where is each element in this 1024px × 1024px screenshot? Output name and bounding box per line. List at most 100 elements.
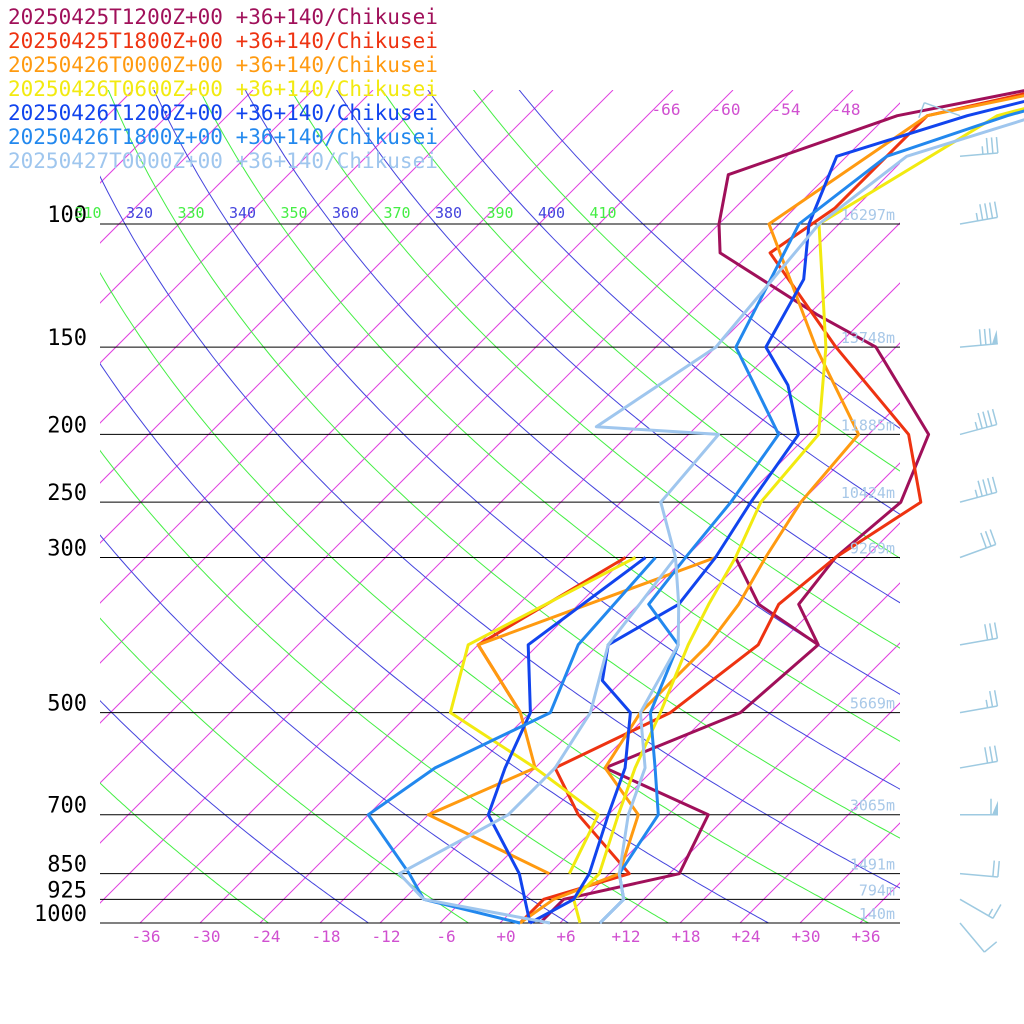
wind-barb-staff — [959, 423, 997, 436]
pressure-tick-label: 925 — [47, 878, 87, 903]
theta-line — [153, 90, 900, 790]
wind-barb — [959, 136, 999, 158]
pressure-tick-label: 1000 — [34, 902, 87, 927]
wind-barb-full — [984, 747, 989, 764]
wind-barb-full — [991, 408, 998, 425]
isotherm-line — [439, 462, 900, 923]
theta-line — [100, 175, 900, 889]
wind-barb-staff — [959, 760, 998, 769]
wind-barb-full — [983, 328, 987, 345]
isotherm-line — [100, 102, 900, 904]
temperature-line — [518, 92, 1024, 925]
isotherm-line — [139, 162, 900, 923]
temperature-tick-label: -24 — [252, 927, 281, 946]
theta-label: 320 — [126, 204, 153, 222]
temperature-line — [572, 107, 1024, 924]
wind-barb-staff — [924, 102, 961, 117]
height-label: 13748m — [841, 329, 895, 347]
isotherm-line — [100, 90, 554, 544]
temperature-line — [519, 94, 1024, 925]
isotherm-line — [100, 90, 794, 784]
wind-barb-full — [993, 745, 999, 762]
pressure-tick-label: 300 — [47, 537, 87, 562]
theta-label: 370 — [383, 204, 410, 222]
isotherm-label: -48 — [832, 100, 861, 119]
temperature-tick-label: +12 — [612, 927, 641, 946]
isotherm-line — [100, 90, 494, 484]
temperature-line — [598, 109, 1024, 925]
isotherm-line — [100, 90, 734, 724]
theta-line — [100, 534, 569, 923]
isotherm-lines — [100, 90, 900, 923]
height-labels: 16297m 13748m 11885m 10424m 9269m 5669m 3065m 1… — [841, 206, 895, 923]
isotherm-label: -60 — [712, 100, 741, 119]
isotherm-line — [100, 90, 854, 844]
isotherm-line — [379, 402, 900, 923]
wind-barb — [960, 798, 998, 816]
wind-barb-full — [997, 860, 1000, 878]
isotherm-line — [100, 90, 374, 364]
legend-entry: 20250426T1200Z+00 +36+140/Chikusei — [8, 101, 438, 125]
wind-barb-full — [918, 102, 925, 119]
wind-barb-full — [995, 136, 999, 154]
temperature-tick-label: -30 — [192, 927, 221, 946]
isotherm-label: -54 — [772, 100, 801, 119]
dewpoint-line — [426, 556, 717, 876]
wind-barb-half — [974, 421, 979, 430]
temperature-tick-label: +36 — [852, 927, 881, 946]
pressure-tick-label: 150 — [47, 326, 87, 351]
wind-barb-staff — [959, 216, 998, 225]
wind-barb — [959, 745, 999, 769]
height-label: 140m — [859, 905, 895, 923]
wind-barb-full — [987, 477, 993, 494]
theta-label: 410 — [589, 204, 616, 222]
wind-barb-full — [988, 623, 994, 640]
wind-barb-half — [987, 908, 994, 917]
wind-barb-half — [981, 146, 984, 155]
pressure-tick-label: 200 — [47, 413, 87, 438]
wind-barb-full — [979, 204, 984, 221]
theta-line — [381, 90, 900, 559]
height-label: 9269m — [850, 540, 895, 558]
wind-barb-full — [992, 904, 1002, 919]
wind-barbs — [918, 102, 1002, 953]
wind-barb-full — [984, 530, 992, 547]
wind-barb-full — [984, 624, 989, 641]
temperature-tick-label: -12 — [372, 927, 401, 946]
wind-barb-staff — [959, 898, 994, 919]
pressure-tick-label: 500 — [47, 692, 87, 717]
theta-label: 390 — [486, 204, 513, 222]
wind-barb-full — [978, 329, 982, 346]
wind-barb-half — [985, 699, 989, 708]
temperature-tick-label: +18 — [672, 927, 701, 946]
legend-entry: 20250425T1200Z+00 +36+140/Chikusei — [8, 5, 438, 29]
wind-barb-staff — [959, 705, 998, 714]
pressure-tick-label: 850 — [47, 853, 87, 878]
wind-barb-full — [987, 410, 993, 427]
wind-barb-flag — [992, 800, 998, 815]
height-label: 5669m — [850, 695, 895, 713]
legend-entry: 20250427T0000Z+00 +36+140/Chikusei — [8, 149, 438, 173]
wind-barb — [959, 922, 998, 953]
isobar-lines — [100, 223, 900, 924]
theta-label: 330 — [177, 204, 204, 222]
wind-barb — [959, 860, 1000, 878]
temperature-tick-label: +0 — [496, 927, 515, 946]
dewpoint-line — [486, 556, 647, 924]
wind-barb — [959, 898, 1002, 919]
wind-barb — [959, 476, 998, 503]
wind-barb-full — [989, 529, 997, 545]
pressure-tick-label: 700 — [47, 794, 87, 819]
wind-barb-staff — [959, 637, 998, 646]
temperature-tick-label: -6 — [436, 927, 455, 946]
height-label: 1491m — [850, 856, 895, 874]
isotherm-line — [319, 342, 900, 923]
theta-line — [472, 90, 900, 472]
wind-barb-full — [985, 137, 989, 154]
legend: 20250425T1200Z+00 +36+140/Chikusei 202504… — [8, 5, 438, 173]
wind-barb-staff — [959, 152, 998, 158]
temperature-tick-label: -18 — [312, 927, 341, 946]
theta-line — [290, 90, 900, 649]
theta-label: 340 — [229, 204, 256, 222]
